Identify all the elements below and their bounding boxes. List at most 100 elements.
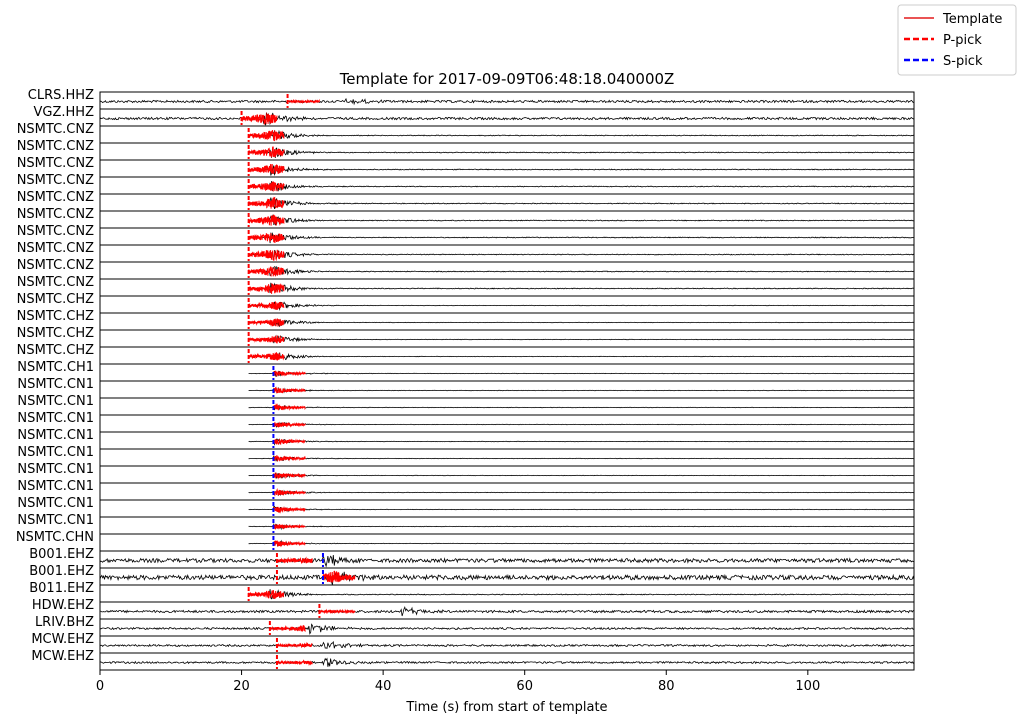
- channel-label: NSMTC.CNZ: [17, 258, 94, 273]
- waveform-trace: [248, 438, 915, 446]
- channel-label: NSMTC.CNZ: [17, 207, 94, 222]
- waveform-trace: [99, 112, 915, 126]
- waveform-trace: [248, 214, 915, 226]
- waveform-trace: [248, 147, 915, 159]
- waveform-trace: [248, 352, 915, 361]
- waveform-trace: [99, 555, 915, 568]
- panel-frame: [99, 227, 915, 246]
- channel-panel: NSMTC.CNZ: [17, 190, 915, 212]
- waveform-trace: [248, 472, 914, 479]
- panel-frame: [99, 431, 915, 450]
- panel-frame: [99, 244, 915, 263]
- panel-frame: [99, 652, 915, 671]
- channel-panel: NSMTC.CN1: [17, 479, 915, 501]
- channel-label: NSMTC.CN1: [17, 394, 94, 409]
- panel-frame: [99, 533, 915, 552]
- waveform-trace: [99, 97, 915, 106]
- channel-panel: VGZ.HHZ: [34, 105, 915, 127]
- template-trace: [248, 282, 285, 294]
- channel-panel: NSMTC.CNZ: [17, 258, 915, 280]
- waveform-trace: [248, 165, 915, 177]
- template-trace: [248, 318, 285, 327]
- channel-label: NSMTC.CN1: [17, 513, 94, 528]
- channel-panel: NSMTC.CHN: [16, 530, 915, 552]
- template-trace: [272, 472, 306, 480]
- waveform-trace: [99, 605, 915, 617]
- template-trace: [248, 335, 285, 344]
- template-trace: [273, 403, 306, 411]
- channel-label: NSMTC.CN1: [17, 428, 94, 443]
- panel-frame: [99, 125, 915, 144]
- channel-panels: CLRS.HHZ VGZ.HHZ NSMTC.CNZ NSMTC.CNZ NSMTC.C…: [16, 88, 915, 671]
- x-tick-label: 60: [516, 679, 533, 694]
- template-trace: [248, 590, 285, 599]
- waveform-trace: [248, 422, 914, 428]
- waveform-trace: [248, 589, 915, 600]
- template-trace: [248, 181, 285, 192]
- template-trace: [241, 112, 278, 125]
- channel-label: NSMTC.CHZ: [17, 309, 94, 324]
- channel-label: LRIV.BHZ: [35, 615, 94, 630]
- template-trace: [248, 352, 285, 361]
- panel-frame: [99, 261, 915, 280]
- legend-label: Template: [942, 12, 1002, 27]
- channel-label: NSMTC.CH1: [17, 360, 94, 375]
- template-trace: [248, 196, 285, 209]
- waveform-trace: [99, 623, 915, 635]
- template-trace: [272, 370, 306, 377]
- channel-label: B011.EHZ: [29, 581, 94, 596]
- channel-label: NSMTC.CNZ: [17, 190, 94, 205]
- channel-label: NSMTC.CNZ: [17, 122, 94, 137]
- channel-label: NSMTC.CN1: [17, 411, 94, 426]
- panel-frame: [99, 516, 915, 535]
- waveform-trace: [248, 404, 914, 411]
- channel-label: NSMTC.CNZ: [17, 173, 94, 188]
- channel-panel: NSMTC.CNZ: [17, 139, 915, 161]
- channel-panel: CLRS.HHZ: [28, 88, 915, 110]
- template-trace: [273, 438, 306, 446]
- template-trace: [318, 608, 356, 615]
- channel-panel: NSMTC.CNZ: [17, 241, 915, 263]
- waveform-trace: [99, 571, 915, 585]
- channel-panel: NSMTC.CNZ: [17, 173, 915, 195]
- channel-panel: NSMTC.CN1: [17, 428, 915, 450]
- channel-label: B001.EHZ: [29, 547, 94, 562]
- template-trace: [248, 301, 285, 310]
- channel-panel: HDW.EHZ: [32, 598, 915, 620]
- channel-label: NSMTC.CN1: [17, 496, 94, 511]
- channel-label: NSMTC.CN1: [17, 462, 94, 477]
- template-trace: [248, 130, 285, 142]
- channel-panel: NSMTC.CNZ: [17, 224, 915, 246]
- channel-panel: NSMTC.CHZ: [17, 292, 915, 314]
- channel-panel: NSMTC.CNZ: [17, 275, 915, 297]
- template-trace: [272, 455, 306, 462]
- panel-frame: [99, 465, 915, 484]
- waveform-trace: [248, 370, 915, 378]
- panel-frame: [99, 448, 915, 467]
- template-trace: [272, 523, 306, 530]
- channel-label: NSMTC.CN1: [17, 479, 94, 494]
- panel-frame: [99, 176, 915, 195]
- channel-label: NSMTC.CHN: [16, 530, 94, 545]
- channel-panel: NSMTC.CN1: [17, 411, 915, 433]
- waveform-trace: [99, 657, 915, 667]
- channel-panel: MCW.EHZ: [31, 649, 915, 671]
- channel-panel: NSMTC.CH1: [17, 360, 915, 382]
- chart-title: Template for 2017-09-09T06:48:18.040000Z: [339, 70, 675, 88]
- channel-panel: NSMTC.CNZ: [17, 156, 915, 178]
- channel-panel: B001.EHZ: [29, 564, 915, 586]
- template-trace: [248, 233, 285, 243]
- x-axis-label: Time (s) from start of template: [405, 700, 607, 715]
- waveform-trace: [248, 386, 915, 394]
- template-trace: [269, 624, 306, 633]
- template-trace: [248, 249, 285, 262]
- waveform-trace: [248, 249, 915, 260]
- channel-panel: NSMTC.CHZ: [17, 343, 915, 365]
- waveform-trace: [248, 129, 915, 140]
- channel-label: NSMTC.CNZ: [17, 139, 94, 154]
- channel-label: NSMTC.CHZ: [17, 343, 94, 358]
- legend-box: [897, 4, 1017, 76]
- channel-panel: NSMTC.CN1: [17, 445, 915, 467]
- panel-frame: [99, 414, 915, 433]
